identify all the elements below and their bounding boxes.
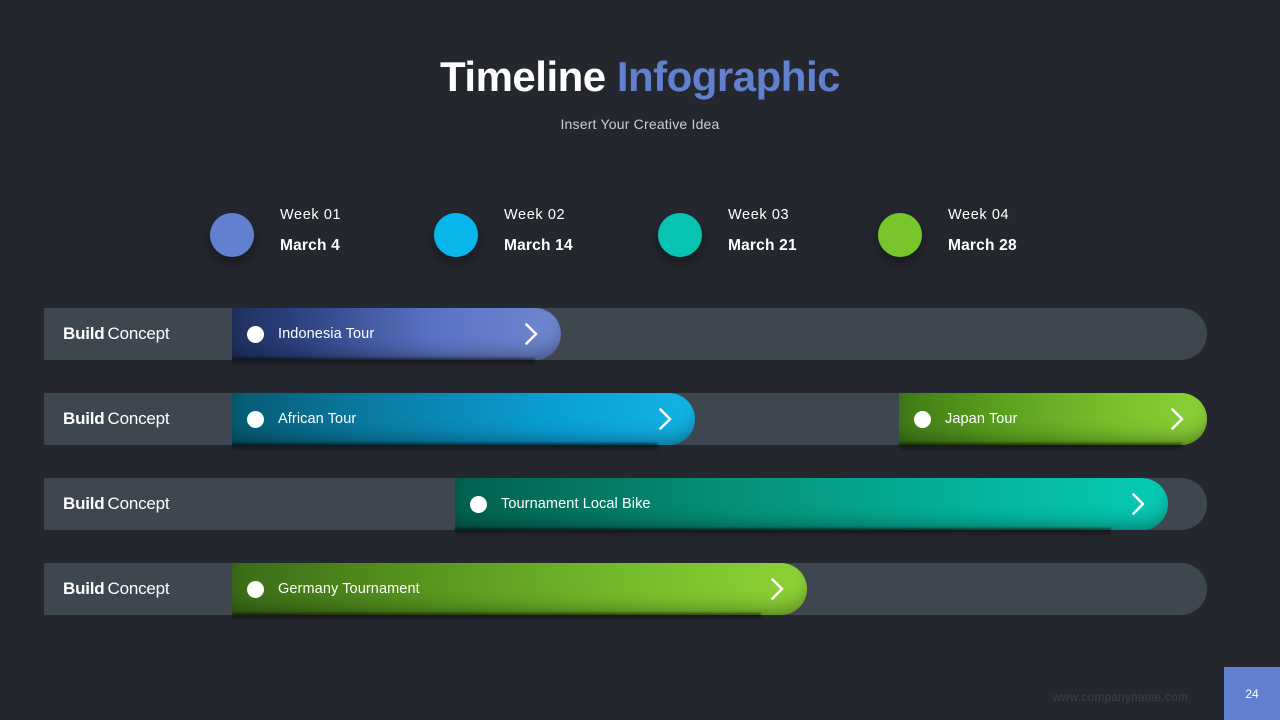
week-label: Week 04 — [948, 207, 1010, 223]
chevron-right-icon[interactable] — [525, 323, 538, 345]
week-marker-4: Week 04 March 28 — [878, 205, 1017, 275]
bar-fold-shadow — [455, 528, 1111, 536]
week-date: March 21 — [728, 237, 797, 254]
footer-website-url: www.companyname.com — [1052, 692, 1188, 704]
timeline-bar[interactable]: Germany Tournament — [232, 563, 807, 621]
page-title: Timeline Infographic — [0, 53, 1280, 100]
bar-label: Indonesia Tour — [278, 326, 375, 342]
week-date: March 28 — [948, 237, 1017, 254]
row-label-panel: Build Concept — [44, 308, 232, 360]
chevron-right-icon[interactable] — [771, 578, 784, 600]
slide-header: Timeline Infographic Insert Your Creativ… — [0, 53, 1280, 133]
row-label-regular: Concept — [107, 579, 170, 598]
row-label-bold: Build — [63, 579, 105, 598]
bar-dot-icon — [247, 580, 264, 598]
timeline-row: Germany Tournament Build Concept — [44, 563, 1207, 621]
bar-label: African Tour — [278, 411, 357, 427]
bar-fold-shadow — [232, 443, 658, 451]
week-label: Week 01 — [280, 207, 342, 223]
row-label-bold: Build — [63, 494, 105, 513]
week-dot-icon — [210, 213, 254, 257]
bar-fold-shadow — [232, 358, 535, 366]
bar-dot-icon — [470, 495, 487, 513]
bar-label: Tournament Local Bike — [501, 496, 651, 512]
row-label-bold: Build — [63, 409, 105, 428]
bar-label: Japan Tour — [945, 411, 1018, 427]
row-label-regular: Concept — [107, 494, 170, 513]
week-dot-icon — [878, 213, 922, 257]
bar-label: Germany Tournament — [278, 581, 420, 597]
page-number-badge: 24 — [1224, 667, 1280, 720]
row-label-panel: Build Concept — [44, 478, 232, 530]
title-part-two: Infographic — [616, 53, 841, 100]
timeline-row: Tournament Local Bike Build Concept — [44, 478, 1207, 536]
bar-dot-icon — [247, 325, 264, 343]
timeline-bar[interactable]: African Tour — [232, 393, 695, 451]
row-label-regular: Concept — [107, 409, 170, 428]
row-label-regular: Concept — [107, 324, 170, 343]
week-label: Week 02 — [504, 207, 566, 223]
timeline-bar[interactable]: Tournament Local Bike — [455, 478, 1168, 536]
row-label-panel: Build Concept — [44, 393, 232, 445]
row-label-bold: Build — [63, 324, 105, 343]
timeline-row: Indonesia Tour Build Concept — [44, 308, 1207, 366]
week-marker-3: Week 03 March 21 — [658, 205, 797, 275]
chevron-right-icon[interactable] — [659, 408, 672, 430]
timeline-row-list: Indonesia Tour Build Concept African Tour Ja… — [44, 308, 1207, 648]
week-marker-list: Week 01 March 4 Week 02 March 14 Week 03 Marc… — [0, 205, 1280, 275]
week-dot-icon — [658, 213, 702, 257]
week-marker-2: Week 02 March 14 — [434, 205, 573, 275]
row-label-panel: Build Concept — [44, 563, 232, 615]
bar-fold-shadow — [899, 443, 1183, 451]
timeline-row: African Tour Japan Tour Build Concept — [44, 393, 1207, 451]
week-text-group: Week 03 March 21 — [728, 205, 797, 255]
week-dot-icon — [434, 213, 478, 257]
chevron-right-icon[interactable] — [1132, 493, 1145, 515]
bar-fold-shadow — [232, 613, 761, 621]
title-part-one: Timeline — [440, 53, 606, 100]
week-text-group: Week 02 March 14 — [504, 205, 573, 255]
page-subtitle: Insert Your Creative Idea — [560, 116, 720, 133]
chevron-right-icon[interactable] — [1171, 408, 1184, 430]
timeline-bar[interactable]: Japan Tour — [899, 393, 1207, 451]
bar-dot-icon — [914, 410, 931, 428]
bar-dot-icon — [247, 410, 264, 428]
week-date: March 14 — [504, 237, 573, 254]
week-date: March 4 — [280, 237, 340, 254]
week-marker-1: Week 01 March 4 — [210, 205, 341, 275]
page-number-label: 24 — [1245, 686, 1259, 701]
week-text-group: Week 04 March 28 — [948, 205, 1017, 255]
week-label: Week 03 — [728, 207, 790, 223]
timeline-bar[interactable]: Indonesia Tour — [232, 308, 561, 366]
week-text-group: Week 01 March 4 — [280, 205, 341, 255]
